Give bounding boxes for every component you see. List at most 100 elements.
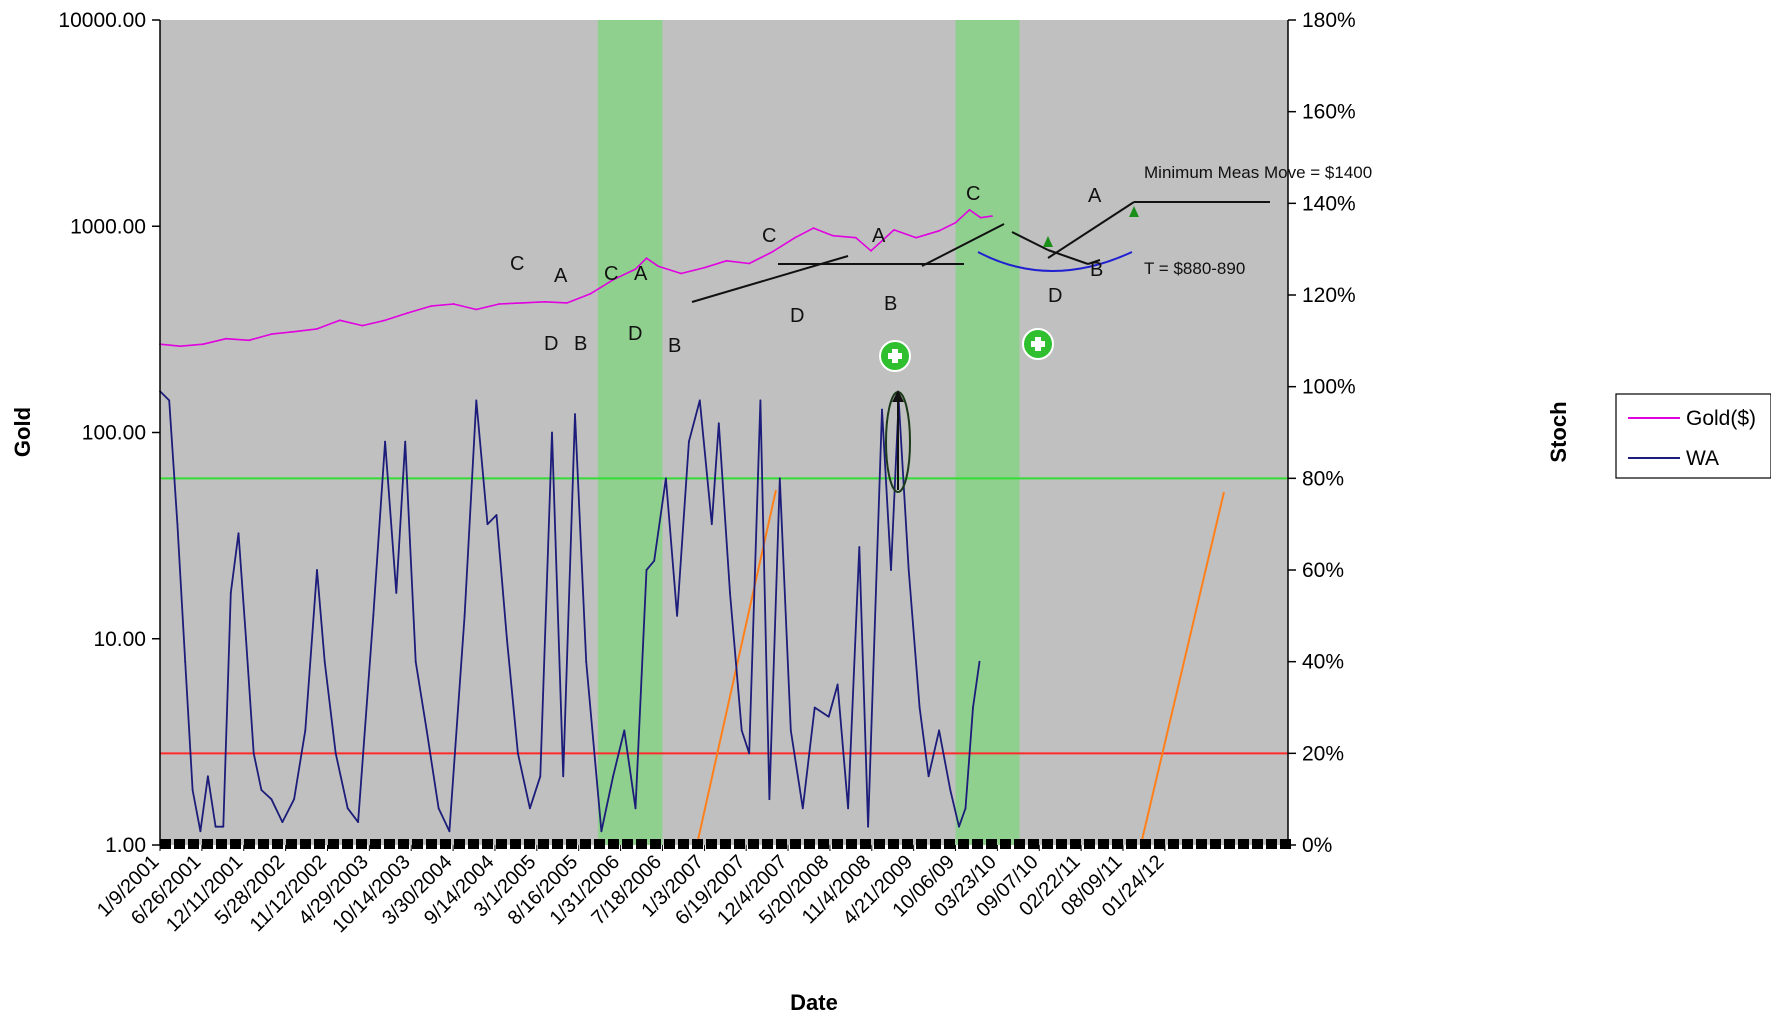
- letter-label: B: [574, 333, 587, 355]
- band-segment: [608, 839, 619, 849]
- band-segment: [398, 839, 409, 849]
- band-segment: [692, 839, 703, 849]
- band-segment: [426, 839, 437, 849]
- band-segment: [594, 839, 605, 849]
- series-point: [199, 830, 202, 833]
- right-tick-label: 120%: [1302, 284, 1356, 307]
- letter-label: B: [884, 293, 897, 315]
- series-point: [979, 216, 982, 219]
- band-segment: [762, 839, 773, 849]
- series-point: [281, 821, 284, 823]
- legend: Gold($) WA: [1615, 393, 1771, 479]
- band-segment: [1084, 839, 1095, 849]
- band-segment: [1000, 839, 1011, 849]
- band-segment: [244, 839, 255, 849]
- band-segment: [846, 839, 857, 849]
- band-segment: [230, 839, 241, 849]
- band-segment: [272, 839, 283, 849]
- legend-label-wa: WA: [1686, 447, 1719, 470]
- series-point: [543, 300, 546, 303]
- band-segment: [832, 839, 843, 849]
- band-segment: [636, 839, 647, 849]
- band-segment: [160, 839, 171, 849]
- series-point: [179, 345, 182, 348]
- series-point: [813, 706, 816, 709]
- legend-box: [1615, 393, 1771, 479]
- letter-label: B: [668, 335, 681, 357]
- band-segment: [538, 839, 549, 849]
- band-segment: [496, 839, 507, 849]
- band-segment: [818, 839, 829, 849]
- band-segment: [510, 839, 521, 849]
- series-point: [725, 259, 728, 262]
- series-point: [463, 614, 466, 617]
- plus-circle-icon: [879, 340, 911, 372]
- series-point: [528, 807, 531, 810]
- series-point: [600, 830, 603, 833]
- series-point: [495, 514, 498, 516]
- band-segment: [580, 839, 591, 849]
- band-segment: [300, 839, 311, 849]
- series-point: [339, 319, 341, 322]
- band-segment: [1238, 839, 1249, 849]
- orange-line-2010: [1141, 491, 1225, 841]
- series-point: [645, 257, 648, 260]
- series-point: [623, 729, 626, 732]
- band-segment: [1252, 839, 1263, 849]
- x-axis-band: [160, 839, 1291, 849]
- shaded-region-0: [597, 20, 663, 845]
- band-segment: [1014, 839, 1025, 849]
- band-segment: [1028, 839, 1039, 849]
- shaded-region-1: [955, 20, 1020, 845]
- series-point: [361, 324, 364, 327]
- series-point: [634, 268, 637, 270]
- series-point: [475, 308, 478, 311]
- markers: [879, 206, 1139, 493]
- band-segment: [1210, 839, 1221, 849]
- letter-label: A: [872, 225, 886, 247]
- series-point: [168, 399, 171, 402]
- series-point: [978, 660, 981, 663]
- series-point: [566, 301, 569, 304]
- series-point: [665, 477, 667, 480]
- band-segment: [454, 839, 465, 849]
- series-point: [676, 614, 679, 617]
- series-point: [927, 775, 930, 778]
- series-point: [448, 830, 451, 833]
- band-segment: [1280, 839, 1291, 849]
- series-point: [437, 807, 440, 810]
- series-point: [404, 440, 407, 443]
- band-segment: [1098, 839, 1109, 849]
- series-point: [832, 234, 834, 237]
- series-point: [657, 265, 660, 268]
- band-segment: [664, 839, 675, 849]
- series-point: [237, 532, 240, 535]
- band-segment: [468, 839, 479, 849]
- reference-lines: [160, 477, 1288, 755]
- zigzag-c: [1047, 201, 1135, 259]
- band-segment: [202, 839, 213, 849]
- y-axis-right-title: Stoch: [1546, 401, 1571, 462]
- series-point: [334, 752, 337, 755]
- series-point: [516, 752, 519, 755]
- band-segment: [1042, 839, 1053, 849]
- series-point: [372, 614, 375, 617]
- series-point: [270, 333, 273, 335]
- series-layer: [159, 209, 993, 833]
- series-point: [506, 637, 508, 640]
- left-tick-label: 1000.00: [70, 215, 146, 238]
- series-point: [260, 789, 263, 791]
- band-segment: [986, 839, 997, 849]
- series-point: [184, 660, 187, 663]
- trendline-2008: [921, 223, 1005, 267]
- series-point: [452, 303, 455, 305]
- shaded-regions: [597, 20, 1020, 845]
- series-point: [789, 729, 792, 732]
- series-point: [475, 399, 478, 402]
- band-segment: [188, 839, 199, 849]
- x-axis-title: Date: [790, 990, 838, 1015]
- right-tick-label: 160%: [1302, 101, 1356, 124]
- letter-label: A: [554, 265, 568, 287]
- letter-label: D: [544, 333, 558, 355]
- band-segment: [1112, 839, 1123, 849]
